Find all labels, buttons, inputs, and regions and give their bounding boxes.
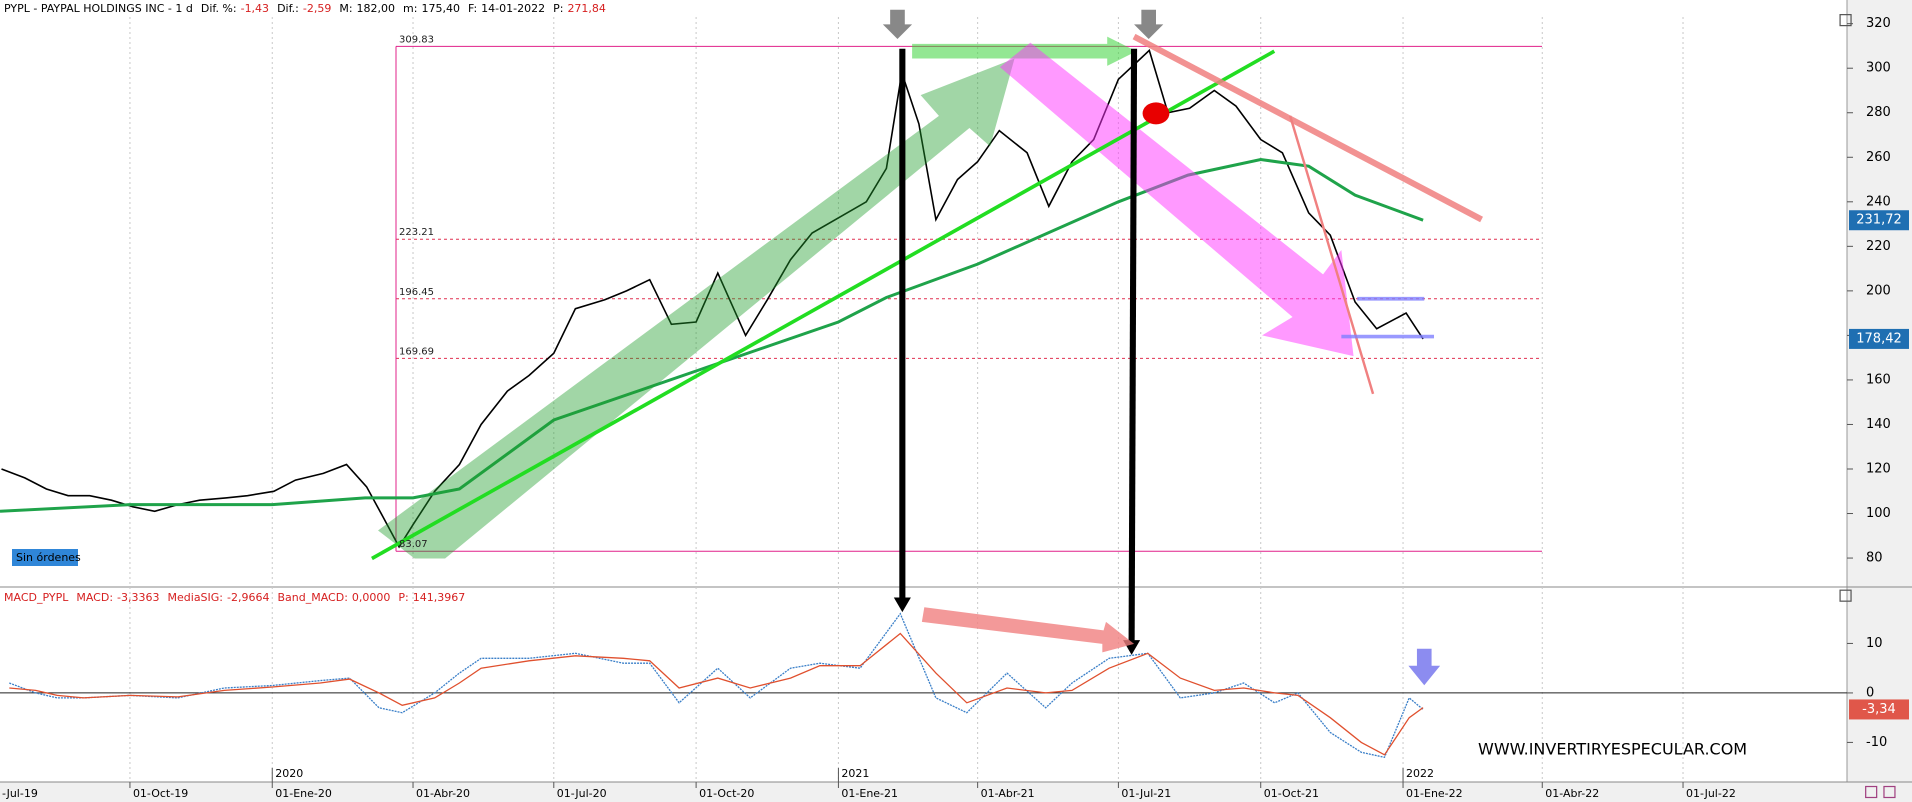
marks bbox=[0, 48, 1424, 759]
price-tag bbox=[1849, 210, 1909, 231]
x-tick-label: 01-Abr-21 bbox=[981, 787, 1035, 800]
trend-line bbox=[1288, 115, 1375, 395]
level-label: 83.07 bbox=[399, 539, 428, 550]
trend-line bbox=[371, 49, 1276, 561]
price-tag bbox=[1849, 699, 1909, 720]
y-tick-label: 120 bbox=[1866, 461, 1891, 476]
y-tick-label: 200 bbox=[1866, 283, 1891, 298]
status-box bbox=[12, 549, 78, 566]
level-label: 309.83 bbox=[399, 34, 434, 45]
price-tag-label: -3,34 bbox=[1862, 702, 1896, 717]
x-tick-label: -Jul-19 bbox=[2, 787, 38, 800]
header-label: P: bbox=[553, 2, 563, 15]
drawn-arrow bbox=[921, 607, 1135, 653]
down-arrow bbox=[1408, 648, 1441, 686]
level-label: 223.21 bbox=[399, 227, 434, 238]
header-value: 182,00 bbox=[357, 2, 396, 15]
drawn-arrow bbox=[378, 58, 1015, 559]
x-tick-label: 01-Abr-20 bbox=[416, 787, 470, 800]
y-tick-label: 300 bbox=[1866, 61, 1891, 76]
level-label: 169.69 bbox=[399, 346, 434, 357]
panel-title: PYPL - PAYPAL HOLDINGS INC - 1 d bbox=[4, 2, 193, 15]
panel-header: MACD_PYPL MACD: -3,3363 MediaSIG: -2,9664 Ban… bbox=[4, 591, 465, 604]
x-tick-label: 01-Jul-21 bbox=[1121, 787, 1171, 800]
header-label: F: bbox=[468, 2, 477, 15]
divergence-line bbox=[1128, 48, 1138, 643]
year-label: 2022 bbox=[1406, 767, 1434, 780]
y-tick-label: 80 bbox=[1866, 551, 1883, 566]
y-tick-label: 100 bbox=[1866, 506, 1891, 521]
x-tick-label: 01-Oct-20 bbox=[699, 787, 754, 800]
header-value: -2,9664 bbox=[227, 591, 269, 604]
x-tick-label: 01-Ene-21 bbox=[841, 787, 898, 800]
header-value: 141,3967 bbox=[413, 591, 466, 604]
y-tick-label: 160 bbox=[1866, 372, 1891, 387]
y-tick-label: 280 bbox=[1866, 105, 1891, 120]
series-line bbox=[9, 632, 1424, 756]
header-value: -3,3363 bbox=[117, 591, 159, 604]
y-tick-label: 10 bbox=[1866, 636, 1883, 651]
y-tick-label: 260 bbox=[1866, 150, 1891, 165]
header-value: 271,84 bbox=[567, 2, 606, 15]
x-tick-label: 01-Oct-21 bbox=[1264, 787, 1319, 800]
x-tick-label: 01-Ene-22 bbox=[1406, 787, 1463, 800]
header-label: m: bbox=[403, 2, 417, 15]
x-tick-label: 01-Abr-22 bbox=[1545, 787, 1599, 800]
price-tag-label: 178,42 bbox=[1856, 331, 1902, 346]
y-tick-label: 0 bbox=[1866, 685, 1874, 700]
toolbar-button[interactable] bbox=[1865, 785, 1878, 799]
toolbar-button[interactable] bbox=[1883, 785, 1896, 799]
y-tick-label: 320 bbox=[1866, 16, 1891, 31]
price-tag-label: 231,72 bbox=[1856, 213, 1902, 228]
x-tick-label: 01-Oct-19 bbox=[133, 787, 188, 800]
watermark: WWW.INVERTIRYESPECULAR.COM bbox=[1478, 740, 1747, 759]
time-axis-band bbox=[0, 782, 1912, 802]
window-button[interactable] bbox=[1839, 589, 1852, 602]
y-tick-label: -10 bbox=[1866, 735, 1887, 750]
x-tick-label: 01-Jul-22 bbox=[1686, 787, 1736, 800]
year-label: 2020 bbox=[275, 767, 303, 780]
drawings bbox=[371, 9, 1896, 799]
header-value: 175,40 bbox=[421, 2, 460, 15]
y-tick-label: 140 bbox=[1866, 417, 1891, 432]
header-label: Dif. %: bbox=[201, 2, 237, 15]
x-tick-label: 01-Jul-20 bbox=[557, 787, 607, 800]
series-line bbox=[0, 157, 1424, 513]
drawn-arrow bbox=[999, 42, 1354, 357]
price-axis-band bbox=[1847, 0, 1912, 802]
y-tick-label: 240 bbox=[1866, 194, 1891, 209]
header-value: -2,59 bbox=[303, 2, 331, 15]
header-label: Band_MACD: bbox=[277, 591, 347, 604]
header-label: M: bbox=[339, 2, 352, 15]
panel-header: PYPL - PAYPAL HOLDINGS INC - 1 d Dif. %: -… bbox=[4, 2, 606, 15]
header-value: 0,0000 bbox=[352, 591, 391, 604]
level-label: 196.45 bbox=[399, 287, 434, 298]
status-label: Sin órdenes bbox=[16, 551, 81, 564]
marker bbox=[1142, 102, 1170, 125]
price-tag bbox=[1849, 328, 1909, 349]
header-label: MACD: bbox=[76, 591, 113, 604]
panel-title: MACD_PYPL bbox=[4, 591, 69, 604]
grid bbox=[0, 17, 1847, 782]
series-line bbox=[9, 612, 1424, 759]
series-line bbox=[1, 48, 1424, 549]
header-value: -1,43 bbox=[241, 2, 269, 15]
window-button[interactable] bbox=[1839, 14, 1852, 27]
header-label: Dif.: bbox=[277, 2, 299, 15]
header-label: MediaSIG: bbox=[168, 591, 224, 604]
y-tick-label: 220 bbox=[1866, 239, 1891, 254]
x-tick-label: 01-Ene-20 bbox=[275, 787, 332, 800]
trend-line bbox=[1132, 33, 1483, 223]
header-value: 14-01-2022 bbox=[481, 2, 545, 15]
arrow-head bbox=[893, 597, 911, 613]
header-label: P: bbox=[398, 591, 408, 604]
year-label: 2021 bbox=[841, 767, 869, 780]
